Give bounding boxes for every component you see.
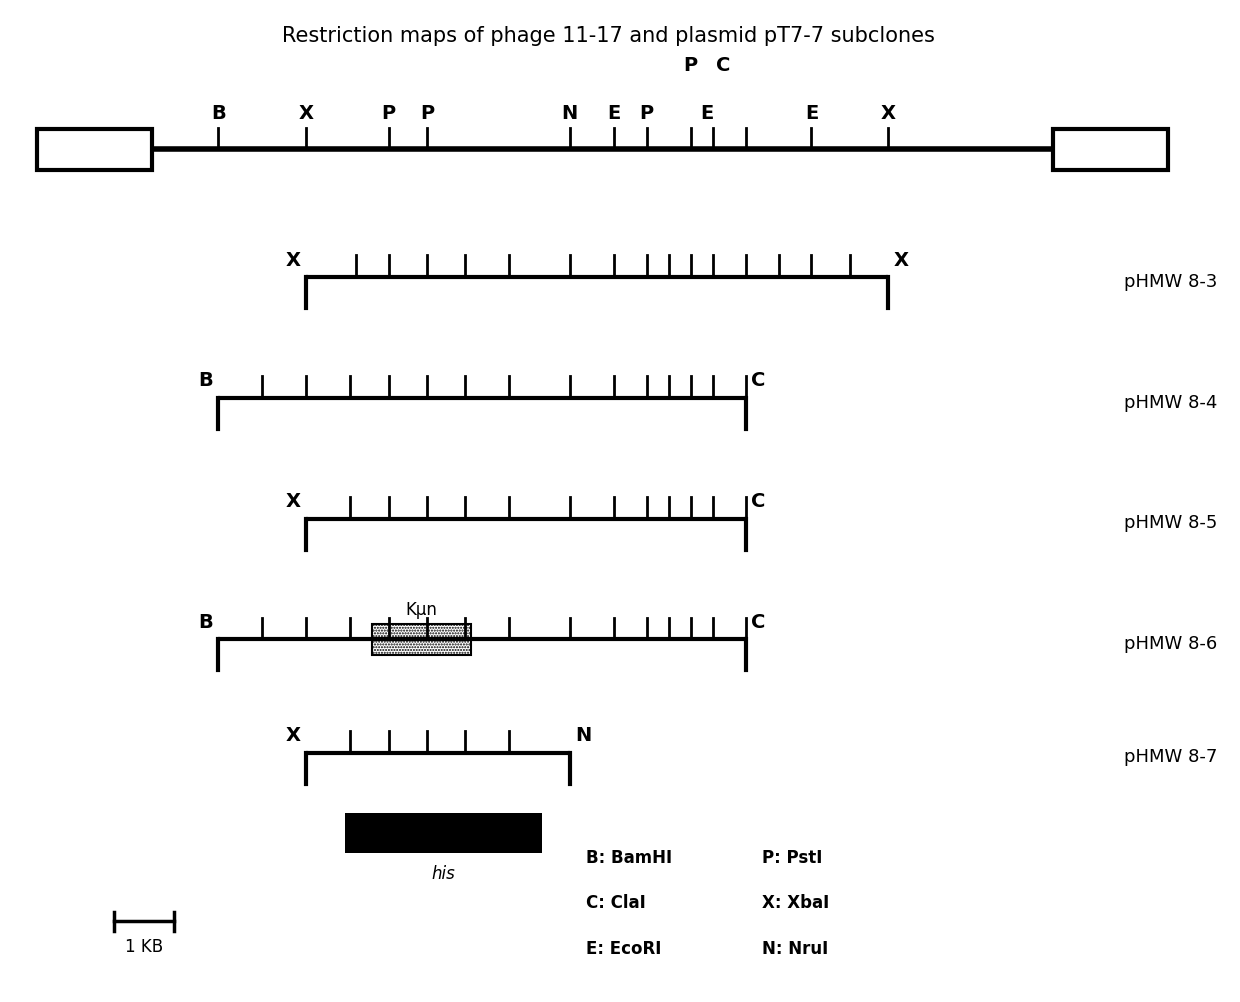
Text: C: C [717,56,730,75]
Bar [37,130,153,170]
Text: P: PstI: P: PstI [763,848,822,866]
Text: B: BamHI: B: BamHI [587,848,672,866]
Text: X: X [285,250,301,270]
Text: N: NruI: N: NruI [763,939,828,957]
Text: C: C [751,492,765,510]
Text: E: E [608,103,620,122]
Text: X: XbaI: X: XbaI [763,894,830,912]
Text: N: N [575,725,591,744]
Text: B: B [198,371,213,390]
Text: X: X [285,492,301,510]
Text: C: C [751,612,765,631]
Text: E: E [701,103,714,122]
Text: X: X [299,103,314,122]
Text: Restriction maps of phage 11-17 and plasmid pT7-7 subclones: Restriction maps of phage 11-17 and plas… [281,26,935,46]
Text: B: B [198,612,213,631]
Text: X: X [880,103,895,122]
Text: N: N [562,103,578,122]
Text: pHMW 8-7: pHMW 8-7 [1125,747,1218,766]
Text: P: P [640,103,653,122]
Text: 1 KB: 1 KB [125,937,164,955]
Text: E: EcoRI: E: EcoRI [587,939,662,957]
Text: P: P [683,56,698,75]
Text: pHMW 8-5: pHMW 8-5 [1125,514,1218,532]
Text: Kμn: Kμn [405,600,438,618]
Text: P: P [382,103,396,122]
Bar [372,624,471,655]
Text: C: C [751,371,765,390]
Text: B: B [211,103,226,122]
Text: pHMW 8-4: pHMW 8-4 [1125,394,1218,412]
Text: C: ClaI: C: ClaI [587,894,646,912]
Text: X: X [285,725,301,744]
Text: E: E [805,103,818,122]
Text: his: his [432,865,455,883]
Bar [345,814,542,854]
Bar [1053,130,1168,170]
Text: pHMW 8-6: pHMW 8-6 [1125,634,1218,652]
Text: X: X [894,250,909,270]
Text: pHMW 8-3: pHMW 8-3 [1125,273,1218,291]
Text: P: P [420,103,434,122]
